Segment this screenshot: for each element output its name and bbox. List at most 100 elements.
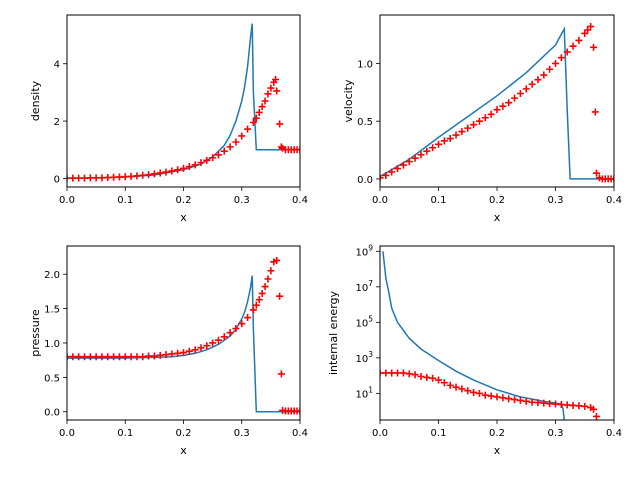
x-tick-label: 0.2 <box>489 428 505 439</box>
plus-marker <box>168 167 176 175</box>
plus-marker <box>452 131 460 139</box>
plus-marker <box>505 395 513 403</box>
plus-marker <box>587 23 595 31</box>
y-tick-label: 0.0 <box>357 175 373 186</box>
plus-marker <box>522 85 530 93</box>
plus-marker <box>481 391 489 399</box>
plus-marker <box>258 103 266 111</box>
x-tick-label: 0.2 <box>176 195 192 206</box>
plus-marker <box>563 48 571 56</box>
plus-marker <box>399 369 407 377</box>
plus-marker <box>493 393 501 401</box>
plus-marker <box>546 400 554 408</box>
plus-marker <box>581 402 589 410</box>
plus-marker <box>452 383 460 391</box>
x-tick-label: 0.0 <box>59 428 75 439</box>
plus-marker <box>388 369 396 377</box>
plus-marker <box>435 376 442 384</box>
panel-density: 0.0 0.1 0.2 0.3 0.4 0 2 4 x density <box>29 14 308 224</box>
y-tick-label: 107 <box>355 279 373 294</box>
plus-marker <box>511 94 519 102</box>
y-axis-label: density <box>29 80 42 121</box>
plus-marker <box>590 405 598 413</box>
plus-marker <box>296 407 300 415</box>
y-axis-label: pressure <box>29 309 42 357</box>
plus-marker <box>197 344 205 352</box>
plus-marker <box>261 97 269 105</box>
model-series-line <box>380 26 614 180</box>
plus-marker <box>552 400 559 408</box>
plus-marker <box>249 306 257 314</box>
plus-marker <box>380 174 384 182</box>
plus-marker <box>516 396 524 404</box>
plus-marker <box>464 387 472 395</box>
plus-marker <box>399 161 407 169</box>
y-tick-label: 2.0 <box>44 270 60 281</box>
plus-marker <box>214 151 222 159</box>
plus-marker <box>493 106 501 114</box>
plus-marker <box>540 71 548 79</box>
y-tick-label: 1.0 <box>44 339 60 350</box>
y-tick-label: 4 <box>54 60 60 71</box>
plus-marker <box>417 151 425 159</box>
plus-marker <box>261 283 269 291</box>
plus-marker <box>440 379 448 387</box>
plus-marker <box>394 369 402 377</box>
y-tick-label: 101 <box>355 385 373 400</box>
plus-marker <box>244 314 252 322</box>
panel-velocity: 0.0 0.1 0.2 0.3 0.4 0.0 0.5 1.0 x velocity <box>342 14 622 224</box>
plus-marker <box>423 373 431 381</box>
plus-marker <box>557 401 565 409</box>
plus-marker <box>264 90 272 98</box>
y-tick-label: 103 <box>355 350 373 365</box>
plus-marker <box>569 42 577 50</box>
plus-marker <box>591 108 599 116</box>
x-axis-label: x <box>180 211 187 224</box>
x-tick-label: 0.1 <box>117 428 133 439</box>
plus-marker <box>528 398 536 406</box>
x-tick-label: 0.2 <box>489 195 505 206</box>
plus-marker <box>150 170 158 178</box>
plus-marker <box>255 296 263 304</box>
plus-marker <box>499 394 507 402</box>
plus-marker <box>185 163 193 171</box>
x-tick-label: 0.0 <box>59 195 75 206</box>
plus-marker <box>380 369 384 377</box>
plus-marker <box>267 84 275 92</box>
y-axis-label: velocity <box>342 79 355 122</box>
plus-marker <box>156 169 164 177</box>
x-tick-label: 0.4 <box>606 195 622 206</box>
plus-marker <box>464 124 472 132</box>
plus-marker <box>440 137 448 145</box>
x-axis-label: x <box>494 444 501 457</box>
plus-marker <box>557 54 565 62</box>
plus-marker <box>258 289 266 297</box>
plus-marker <box>569 401 577 409</box>
plus-marker <box>592 412 600 420</box>
plus-marker <box>255 108 263 116</box>
plus-marker <box>220 333 228 341</box>
x-tick-label: 0.1 <box>117 195 133 206</box>
plus-marker <box>388 168 396 176</box>
plus-marker <box>296 146 300 154</box>
plus-marker <box>499 102 507 110</box>
x-tick-label: 0.4 <box>292 195 308 206</box>
plus-marker <box>226 329 234 337</box>
plus-marker <box>267 267 275 275</box>
x-tick-label: 0.0 <box>372 428 388 439</box>
marker-series <box>67 76 300 182</box>
plus-marker <box>546 65 554 73</box>
plus-marker <box>244 125 252 133</box>
y-axis-label: internal energy <box>327 290 340 375</box>
y-tick-label: 105 <box>355 314 373 329</box>
plus-marker <box>272 76 280 83</box>
plus-marker <box>435 140 442 148</box>
plus-marker <box>232 138 240 146</box>
plus-marker <box>226 143 234 151</box>
x-tick-label: 0.1 <box>431 195 447 206</box>
plus-marker <box>382 369 390 377</box>
plus-marker <box>417 373 425 380</box>
panel-pressure: 0.0 0.1 0.2 0.3 0.4 0.0 0.5 1.0 1.5 2.0 x pressure <box>29 245 308 457</box>
plus-marker <box>610 175 614 183</box>
plus-marker <box>252 114 260 122</box>
